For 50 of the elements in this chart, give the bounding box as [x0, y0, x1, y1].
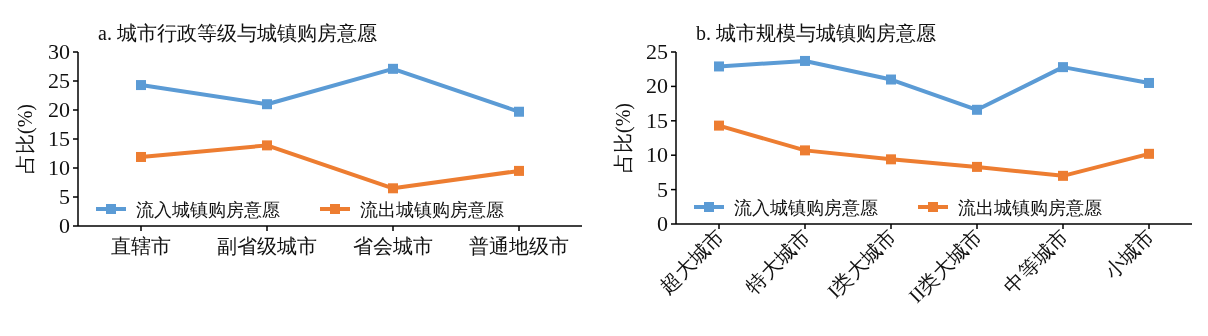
y-tick-label: 25: [48, 68, 70, 93]
y-tick-label: 5: [657, 176, 668, 202]
y-tick-label: 15: [48, 126, 70, 151]
x-tick-label: 小城市: [1099, 225, 1158, 284]
y-tick-label: 0: [657, 211, 668, 236]
y-tick-label: 20: [48, 97, 70, 122]
chart-title: a. 城市行政等级与城镇购房意愿: [98, 22, 377, 44]
y-axis-title: 占比(%): [14, 104, 37, 174]
x-tick-label: I类大城市: [822, 225, 900, 303]
y-axis-title: 占比(%): [612, 103, 635, 173]
point: [388, 183, 398, 194]
point: [800, 55, 810, 66]
legend-label: 流入城镇购房意愿: [734, 198, 878, 218]
legend-label: 流入城镇购房意愿: [136, 200, 280, 220]
x-tick-label: II类大城市: [904, 225, 986, 307]
y-tick-label: 10: [646, 142, 668, 168]
x-tick-label: 副省级城市: [217, 235, 317, 257]
point: [886, 154, 896, 165]
point: [514, 165, 524, 176]
point: [1058, 62, 1068, 73]
y-tick-label: 5: [59, 184, 70, 209]
point: [972, 161, 982, 172]
point: [714, 120, 724, 131]
y-tick-label: 20: [646, 73, 668, 99]
point: [136, 80, 146, 91]
legend-label: 流出城镇购房意愿: [958, 198, 1102, 218]
chart-title: b. 城市规模与城镇购房意愿: [696, 22, 936, 44]
point: [1058, 170, 1068, 181]
x-tick-label: 特大城市: [741, 225, 814, 298]
point: [262, 140, 272, 151]
point: [800, 145, 810, 156]
point: [972, 104, 982, 115]
y-tick-label: 25: [646, 39, 668, 64]
point: [514, 106, 524, 117]
x-tick-label: 直辖市: [111, 235, 171, 257]
y-tick-label: 30: [48, 39, 70, 64]
point: [136, 151, 146, 162]
point: [714, 61, 724, 72]
point: [1144, 77, 1154, 88]
x-tick-label: 普通地级市: [469, 235, 569, 257]
y-tick-label: 0: [59, 213, 70, 238]
x-tick-label: 省会城市: [353, 235, 433, 257]
point: [388, 63, 398, 74]
y-tick-label: 15: [646, 107, 668, 133]
point: [262, 99, 272, 110]
y-tick-label: 10: [48, 155, 70, 180]
legend-label: 流出城镇购房意愿: [360, 200, 504, 220]
x-tick-label: 中等城市: [999, 225, 1072, 298]
point: [1144, 148, 1154, 159]
point: [886, 74, 896, 85]
